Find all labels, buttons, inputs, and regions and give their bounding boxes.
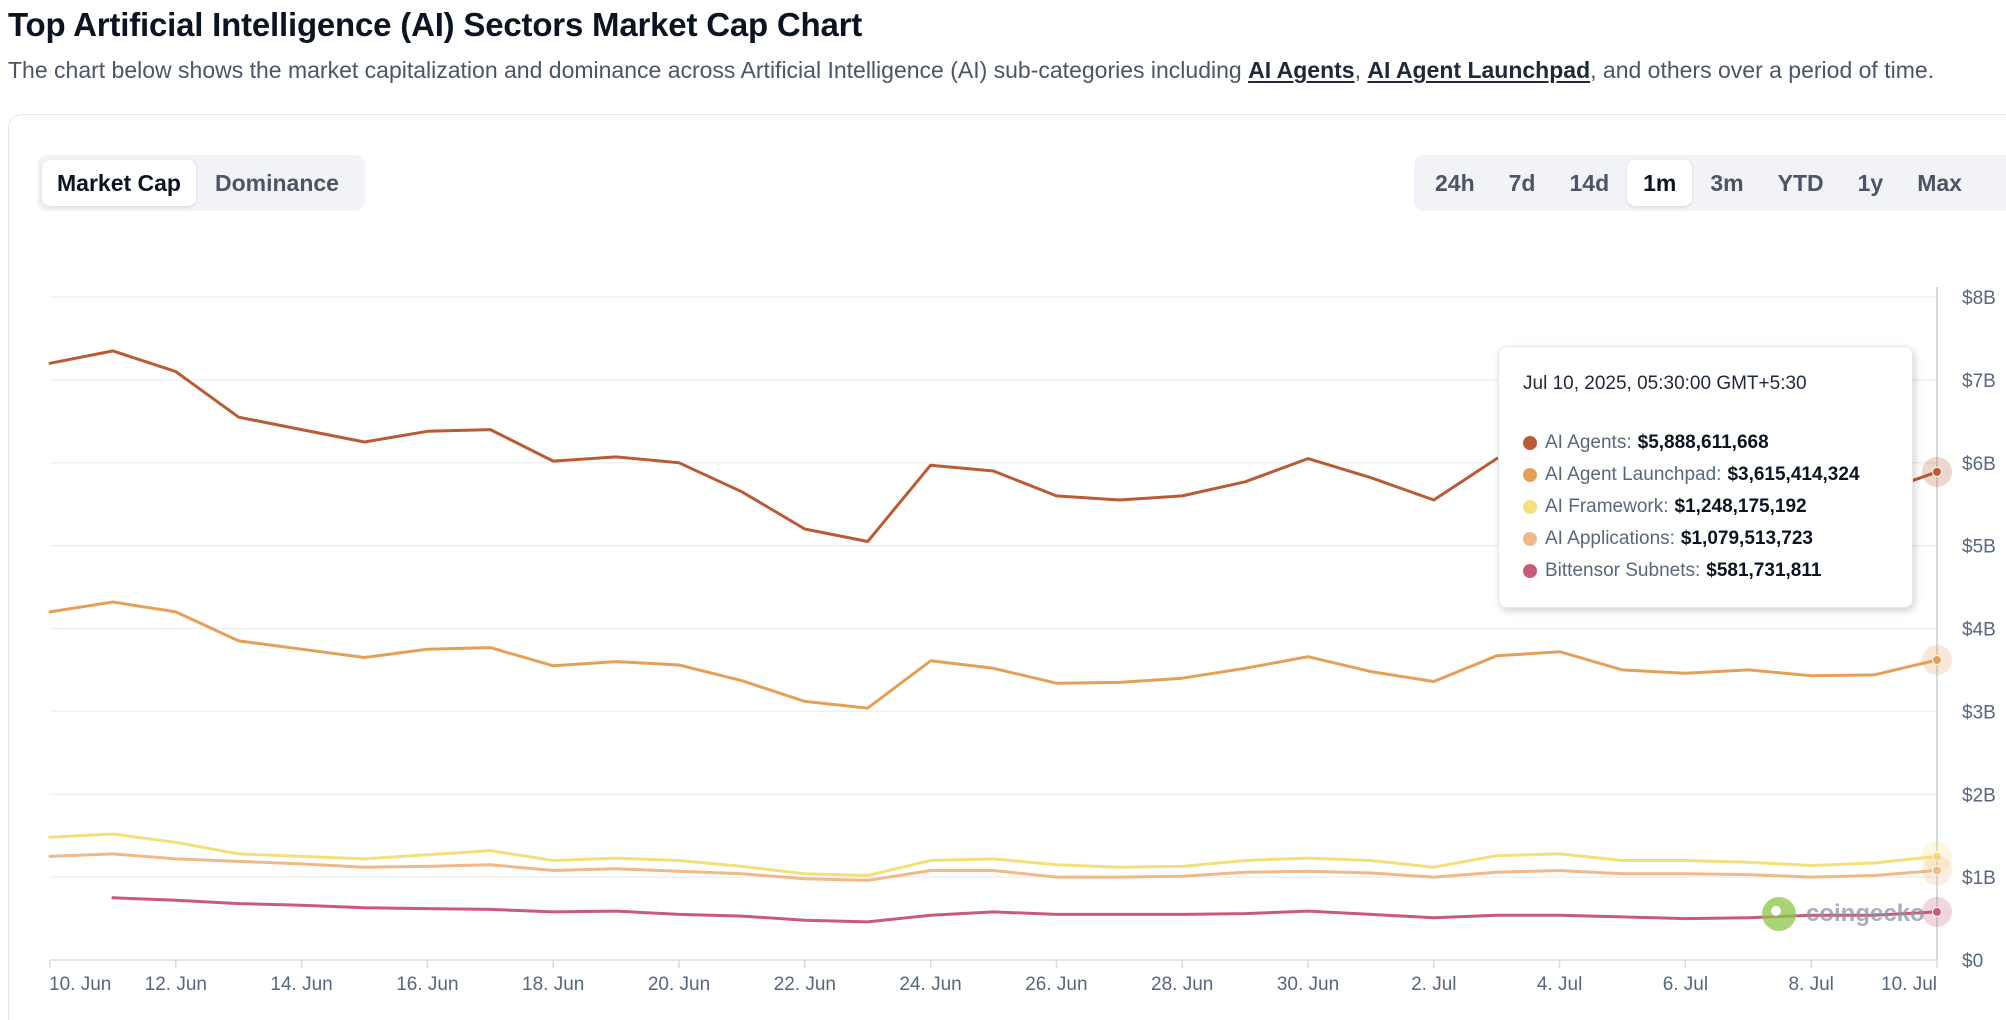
- tooltip-series-value: $1,248,175,192: [1674, 496, 1807, 517]
- link-ai-agent-launchpad[interactable]: AI Agent Launchpad: [1367, 57, 1591, 83]
- toggle-dominance[interactable]: Dominance: [200, 160, 354, 206]
- x-tick-label: 4. Jul: [1537, 974, 1582, 995]
- hover-point-bittensor-subnets: [1932, 906, 1942, 917]
- x-tick-label: 18. Jun: [522, 974, 584, 995]
- y-tick-label: $1B: [1962, 868, 1996, 889]
- x-tick-label: 14. Jun: [270, 974, 332, 995]
- range-1y[interactable]: 1y: [1842, 160, 1900, 206]
- tooltip-series-name: AI Applications: [1545, 528, 1670, 549]
- tooltip-series-name: AI Framework: [1545, 496, 1664, 517]
- series-line-ai-agent-launchpad: [48, 600, 1939, 710]
- x-tick-label: 20. Jun: [648, 974, 710, 995]
- series-dot-icon: [1523, 564, 1537, 578]
- series-dot-icon: [1523, 500, 1537, 514]
- series-line-ai-framework: [48, 832, 1939, 877]
- x-axis-labels: 10. Jun 12. Jun 14. Jun 16. Jun 18. Jun 20. J…: [49, 960, 1938, 995]
- tooltip-row-ai-applications: AI Applications: $1,079,513,723: [1523, 523, 1888, 555]
- series-dot-icon: [1523, 532, 1537, 546]
- coingecko-logo-icon: [1762, 897, 1796, 931]
- tooltip-row-ai-agent-launchpad: AI Agent Launchpad: $3,615,414,324: [1523, 459, 1888, 491]
- tooltip-series-value: $3,615,414,324: [1727, 464, 1860, 485]
- tooltip-row-bittensor-subnets: Bittensor Subnets: $581,731,811: [1523, 555, 1888, 587]
- series-line-bittensor-subnets: [111, 896, 1939, 924]
- y-tick-label: $7B: [1962, 371, 1996, 392]
- y-tick-label: $3B: [1962, 702, 1996, 723]
- hover-point-ai-framework: [1932, 851, 1942, 862]
- range-7d[interactable]: 7d: [1493, 160, 1552, 206]
- x-tick-label: 2. Jul: [1411, 974, 1456, 995]
- view-toggle: Market Cap Dominance: [37, 155, 365, 211]
- y-tick-label: $4B: [1962, 620, 1996, 641]
- x-tick-label: 24. Jun: [899, 974, 961, 995]
- tooltip-timestamp: Jul 10, 2025, 05:30:00 GMT+5:30: [1523, 373, 1807, 394]
- page-title: Top Artificial Intelligence (AI) Sectors…: [8, 6, 863, 43]
- page-description: The chart below shows the market capital…: [8, 57, 1934, 84]
- chart-tooltip: Jul 10, 2025, 05:30:00 GMT+5:30 AI Agent…: [1498, 346, 1913, 608]
- y-tick-label: $8B: [1962, 288, 1996, 309]
- range-ytd[interactable]: YTD: [1762, 160, 1840, 206]
- x-tick-label: 8. Jul: [1788, 974, 1833, 995]
- link-ai-agents[interactable]: AI Agents: [1248, 57, 1355, 83]
- hover-markers: [1922, 456, 1952, 927]
- range-max[interactable]: Max: [1901, 160, 1978, 206]
- y-tick-label: $6B: [1962, 454, 1996, 475]
- range-24h[interactable]: 24h: [1419, 160, 1491, 206]
- desc-text-after: , and others over a period of time.: [1590, 57, 1935, 83]
- tooltip-series-value: $1,079,513,723: [1680, 528, 1813, 549]
- coingecko-watermark: coingecko: [1762, 897, 1925, 931]
- range-1m[interactable]: 1m: [1627, 160, 1693, 206]
- tooltip-series-name: Bittensor Subnets: [1545, 560, 1695, 581]
- desc-separator: ,: [1354, 57, 1368, 83]
- tooltip-series-value: $5,888,611,668: [1637, 432, 1769, 453]
- y-tick-label: $2B: [1962, 785, 1996, 806]
- tooltip-series-value: $581,731,811: [1706, 560, 1822, 581]
- hover-point-ai-agents: [1932, 466, 1942, 477]
- x-tick-label: 10. Jun: [49, 974, 111, 995]
- tooltip-series-name: AI Agents: [1545, 432, 1627, 453]
- x-tick-label: 6. Jul: [1663, 974, 1708, 995]
- watermark-text: coingecko: [1806, 900, 1925, 927]
- toggle-market-cap[interactable]: Market Cap: [42, 160, 196, 206]
- range-14d[interactable]: 14d: [1553, 160, 1625, 206]
- time-range-selector: 24h 7d 14d 1m 3m YTD 1y Max: [1414, 155, 2006, 211]
- tooltip-series-name: AI Agent Launchpad: [1545, 464, 1717, 485]
- tooltip-row-ai-framework: AI Framework: $1,248,175,192: [1523, 491, 1888, 523]
- x-tick-label: 10. Jul: [1881, 974, 1937, 995]
- range-3m[interactable]: 3m: [1694, 160, 1759, 206]
- y-axis-labels: $0 $1B $2B $3B $4B $5B $6B $7B $8B: [1962, 288, 1996, 972]
- x-tick-label: 28. Jun: [1151, 974, 1213, 995]
- hover-point-ai-applications: [1932, 865, 1942, 876]
- x-tick-label: 12. Jun: [145, 974, 207, 995]
- x-tick-label: 30. Jun: [1277, 974, 1339, 995]
- y-tick-label: $0: [1962, 951, 1983, 972]
- series-dot-icon: [1523, 436, 1537, 450]
- y-tick-label: $5B: [1962, 537, 1996, 558]
- desc-text-before: The chart below shows the market capital…: [8, 57, 1249, 83]
- x-tick-label: 16. Jun: [396, 974, 458, 995]
- hover-point-ai-agent-launchpad: [1932, 654, 1942, 665]
- series-dot-icon: [1523, 468, 1537, 482]
- x-tick-label: 26. Jun: [1025, 974, 1087, 995]
- series-line-ai-applications: [48, 852, 1939, 882]
- grid-lines: [50, 287, 1938, 961]
- x-tick-label: 22. Jun: [774, 974, 836, 995]
- tooltip-row-ai-agents: AI Agents: $5,888,611,668: [1523, 427, 1888, 459]
